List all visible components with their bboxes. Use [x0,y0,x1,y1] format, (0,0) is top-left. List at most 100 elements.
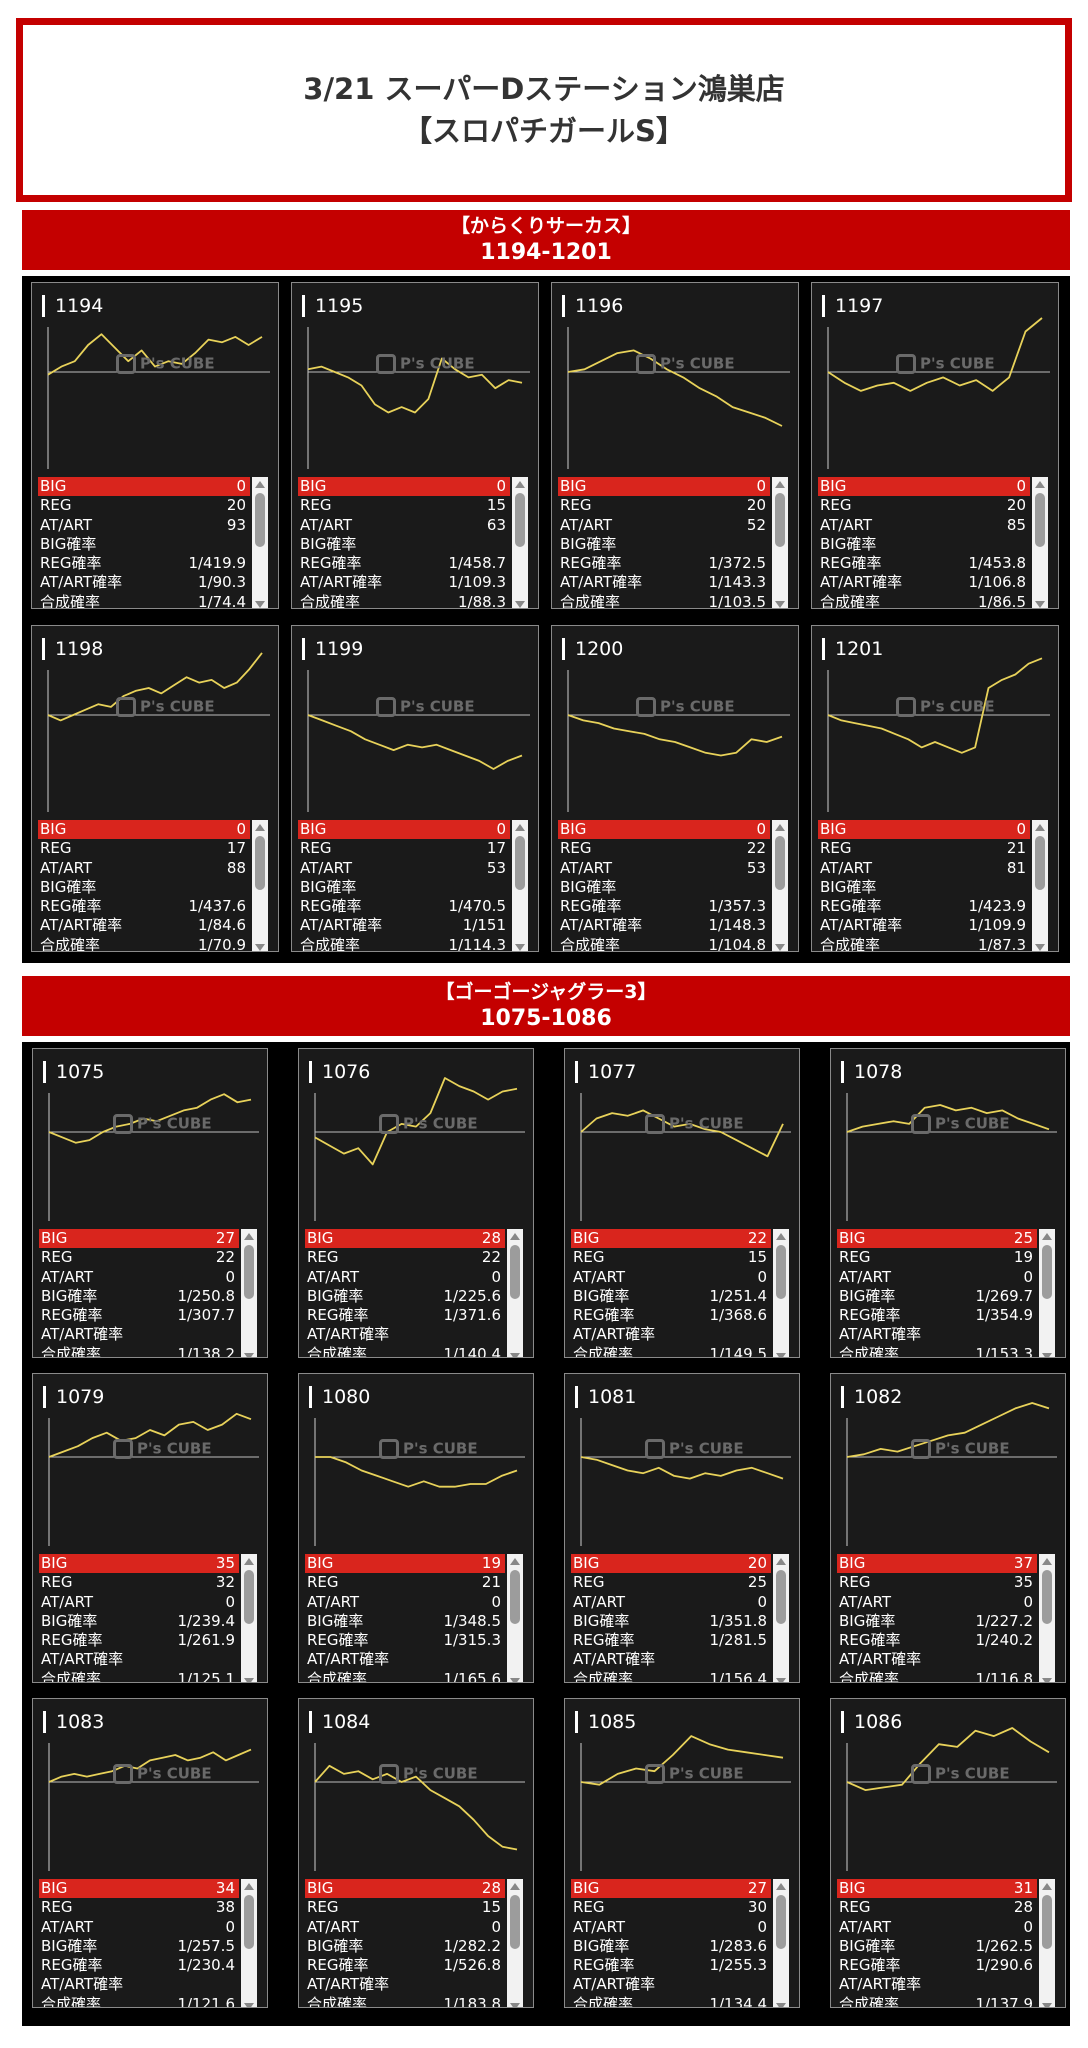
stats-scrollbar[interactable] [507,1229,523,1357]
stats-scrollbar[interactable] [512,820,528,951]
machine-card[interactable]: P's CUBE 1194 BIG 0 REG 20 AT/ART 93 BIG確率 REG確率 1… [31,282,279,609]
scrollbar-thumb[interactable] [515,836,525,890]
stats-scrollbar[interactable] [1039,1229,1055,1357]
scroll-down-icon[interactable] [1042,1353,1052,1357]
stats-scrollbar[interactable] [1039,1879,1055,2007]
scroll-down-icon[interactable] [244,1678,254,1682]
scrollbar-thumb[interactable] [244,1245,254,1299]
scroll-up-icon[interactable] [510,1558,520,1565]
machine-card[interactable]: P's CUBE 1198 BIG 0 REG 17 AT/ART 88 BIG確率 REG確率 1… [31,625,279,952]
scroll-down-icon[interactable] [776,2003,786,2007]
machine-card[interactable]: P's CUBE 1076 BIG 28 REG 22 AT/ART 0 BIG確率 1/225.… [298,1048,534,1358]
scroll-down-icon[interactable] [510,1353,520,1357]
scrollbar-thumb[interactable] [510,1895,520,1949]
scroll-up-icon[interactable] [1042,1558,1052,1565]
scroll-down-icon[interactable] [1035,944,1045,951]
scrollbar-thumb[interactable] [1042,1895,1052,1949]
scroll-down-icon[interactable] [1035,601,1045,608]
stats-scrollbar[interactable] [772,477,788,608]
scroll-down-icon[interactable] [775,601,785,608]
scroll-up-icon[interactable] [255,481,265,488]
scroll-up-icon[interactable] [244,1233,254,1240]
machine-card[interactable]: P's CUBE 1201 BIG 0 REG 21 AT/ART 81 BIG確率 REG確率 1… [811,625,1059,952]
machine-card[interactable]: P's CUBE 1200 BIG 0 REG 22 AT/ART 53 BIG確率 REG確率 1… [551,625,799,952]
scroll-down-icon[interactable] [515,601,525,608]
stats-scrollbar[interactable] [1039,1554,1055,1682]
scroll-down-icon[interactable] [255,944,265,951]
scroll-down-icon[interactable] [515,944,525,951]
scrollbar-thumb[interactable] [1035,836,1045,890]
machine-card[interactable]: P's CUBE 1196 BIG 0 REG 20 AT/ART 52 BIG確率 REG確率 1… [551,282,799,609]
scroll-down-icon[interactable] [255,601,265,608]
scrollbar-thumb[interactable] [255,493,265,547]
scrollbar-thumb[interactable] [776,1245,786,1299]
stats-scrollbar[interactable] [773,1554,789,1682]
scrollbar-thumb[interactable] [255,836,265,890]
scrollbar-thumb[interactable] [1042,1570,1052,1624]
scrollbar-thumb[interactable] [776,1570,786,1624]
scroll-up-icon[interactable] [515,824,525,831]
machine-card[interactable]: P's CUBE 1075 BIG 27 REG 22 AT/ART 0 BIG確率 1/250.… [32,1048,268,1358]
scrollbar-thumb[interactable] [775,493,785,547]
scrollbar-thumb[interactable] [515,493,525,547]
machine-card[interactable]: P's CUBE 1082 BIG 37 REG 35 AT/ART 0 BIG確率 1/227.… [830,1373,1066,1683]
scroll-up-icon[interactable] [776,1558,786,1565]
scroll-up-icon[interactable] [1035,824,1045,831]
stats-scrollbar[interactable] [241,1879,257,2007]
stats-scrollbar[interactable] [1032,477,1048,608]
scroll-down-icon[interactable] [510,1678,520,1682]
scroll-down-icon[interactable] [775,944,785,951]
scroll-up-icon[interactable] [515,481,525,488]
scroll-down-icon[interactable] [244,1353,254,1357]
scroll-up-icon[interactable] [510,1883,520,1890]
scroll-up-icon[interactable] [1035,481,1045,488]
scroll-down-icon[interactable] [510,2003,520,2007]
stats-scrollbar[interactable] [773,1229,789,1357]
stats-scrollbar[interactable] [512,477,528,608]
machine-card[interactable]: P's CUBE 1086 BIG 31 REG 28 AT/ART 0 BIG確率 1/262.… [830,1698,1066,2008]
scrollbar-thumb[interactable] [776,1895,786,1949]
machine-card[interactable]: P's CUBE 1195 BIG 0 REG 15 AT/ART 63 BIG確率 REG確率 1… [291,282,539,609]
scroll-up-icon[interactable] [244,1883,254,1890]
machine-card[interactable]: P's CUBE 1083 BIG 34 REG 38 AT/ART 0 BIG確率 1/257.… [32,1698,268,2008]
scroll-up-icon[interactable] [510,1233,520,1240]
scrollbar-thumb[interactable] [775,836,785,890]
stats-scrollbar[interactable] [241,1554,257,1682]
stats-scrollbar[interactable] [252,477,268,608]
scroll-up-icon[interactable] [255,824,265,831]
machine-card[interactable]: P's CUBE 1077 BIG 22 REG 15 AT/ART 0 BIG確率 1/251.… [564,1048,800,1358]
scrollbar-thumb[interactable] [510,1245,520,1299]
scrollbar-thumb[interactable] [244,1895,254,1949]
stats-scrollbar[interactable] [252,820,268,951]
machine-card[interactable]: P's CUBE 1084 BIG 28 REG 15 AT/ART 0 BIG確率 1/282.… [298,1698,534,2008]
scroll-down-icon[interactable] [776,1353,786,1357]
machine-card[interactable]: P's CUBE 1079 BIG 35 REG 32 AT/ART 0 BIG確率 1/239.… [32,1373,268,1683]
scrollbar-thumb[interactable] [1042,1245,1052,1299]
scroll-up-icon[interactable] [244,1558,254,1565]
machine-card[interactable]: P's CUBE 1197 BIG 0 REG 20 AT/ART 85 BIG確率 REG確率 1… [811,282,1059,609]
scroll-up-icon[interactable] [1042,1883,1052,1890]
machine-card[interactable]: P's CUBE 1080 BIG 19 REG 21 AT/ART 0 BIG確率 1/348.… [298,1373,534,1683]
scroll-up-icon[interactable] [1042,1233,1052,1240]
stats-scrollbar[interactable] [1032,820,1048,951]
scrollbar-thumb[interactable] [510,1570,520,1624]
scroll-down-icon[interactable] [1042,2003,1052,2007]
stats-scrollbar[interactable] [241,1229,257,1357]
scroll-down-icon[interactable] [1042,1678,1052,1682]
machine-card[interactable]: P's CUBE 1081 BIG 20 REG 25 AT/ART 0 BIG確率 1/351.… [564,1373,800,1683]
scrollbar-thumb[interactable] [244,1570,254,1624]
scroll-down-icon[interactable] [776,1678,786,1682]
machine-card[interactable]: P's CUBE 1085 BIG 27 REG 30 AT/ART 0 BIG確率 1/283.… [564,1698,800,2008]
scroll-up-icon[interactable] [776,1233,786,1240]
stats-scrollbar[interactable] [773,1879,789,2007]
scroll-up-icon[interactable] [775,481,785,488]
stats-scrollbar[interactable] [507,1554,523,1682]
scroll-up-icon[interactable] [776,1883,786,1890]
machine-card[interactable]: P's CUBE 1199 BIG 0 REG 17 AT/ART 53 BIG確率 REG確率 1… [291,625,539,952]
machine-card[interactable]: P's CUBE 1078 BIG 25 REG 19 AT/ART 0 BIG確率 1/269.… [830,1048,1066,1358]
stats-scrollbar[interactable] [772,820,788,951]
stats-scrollbar[interactable] [507,1879,523,2007]
scrollbar-thumb[interactable] [1035,493,1045,547]
scroll-up-icon[interactable] [775,824,785,831]
scroll-down-icon[interactable] [244,2003,254,2007]
